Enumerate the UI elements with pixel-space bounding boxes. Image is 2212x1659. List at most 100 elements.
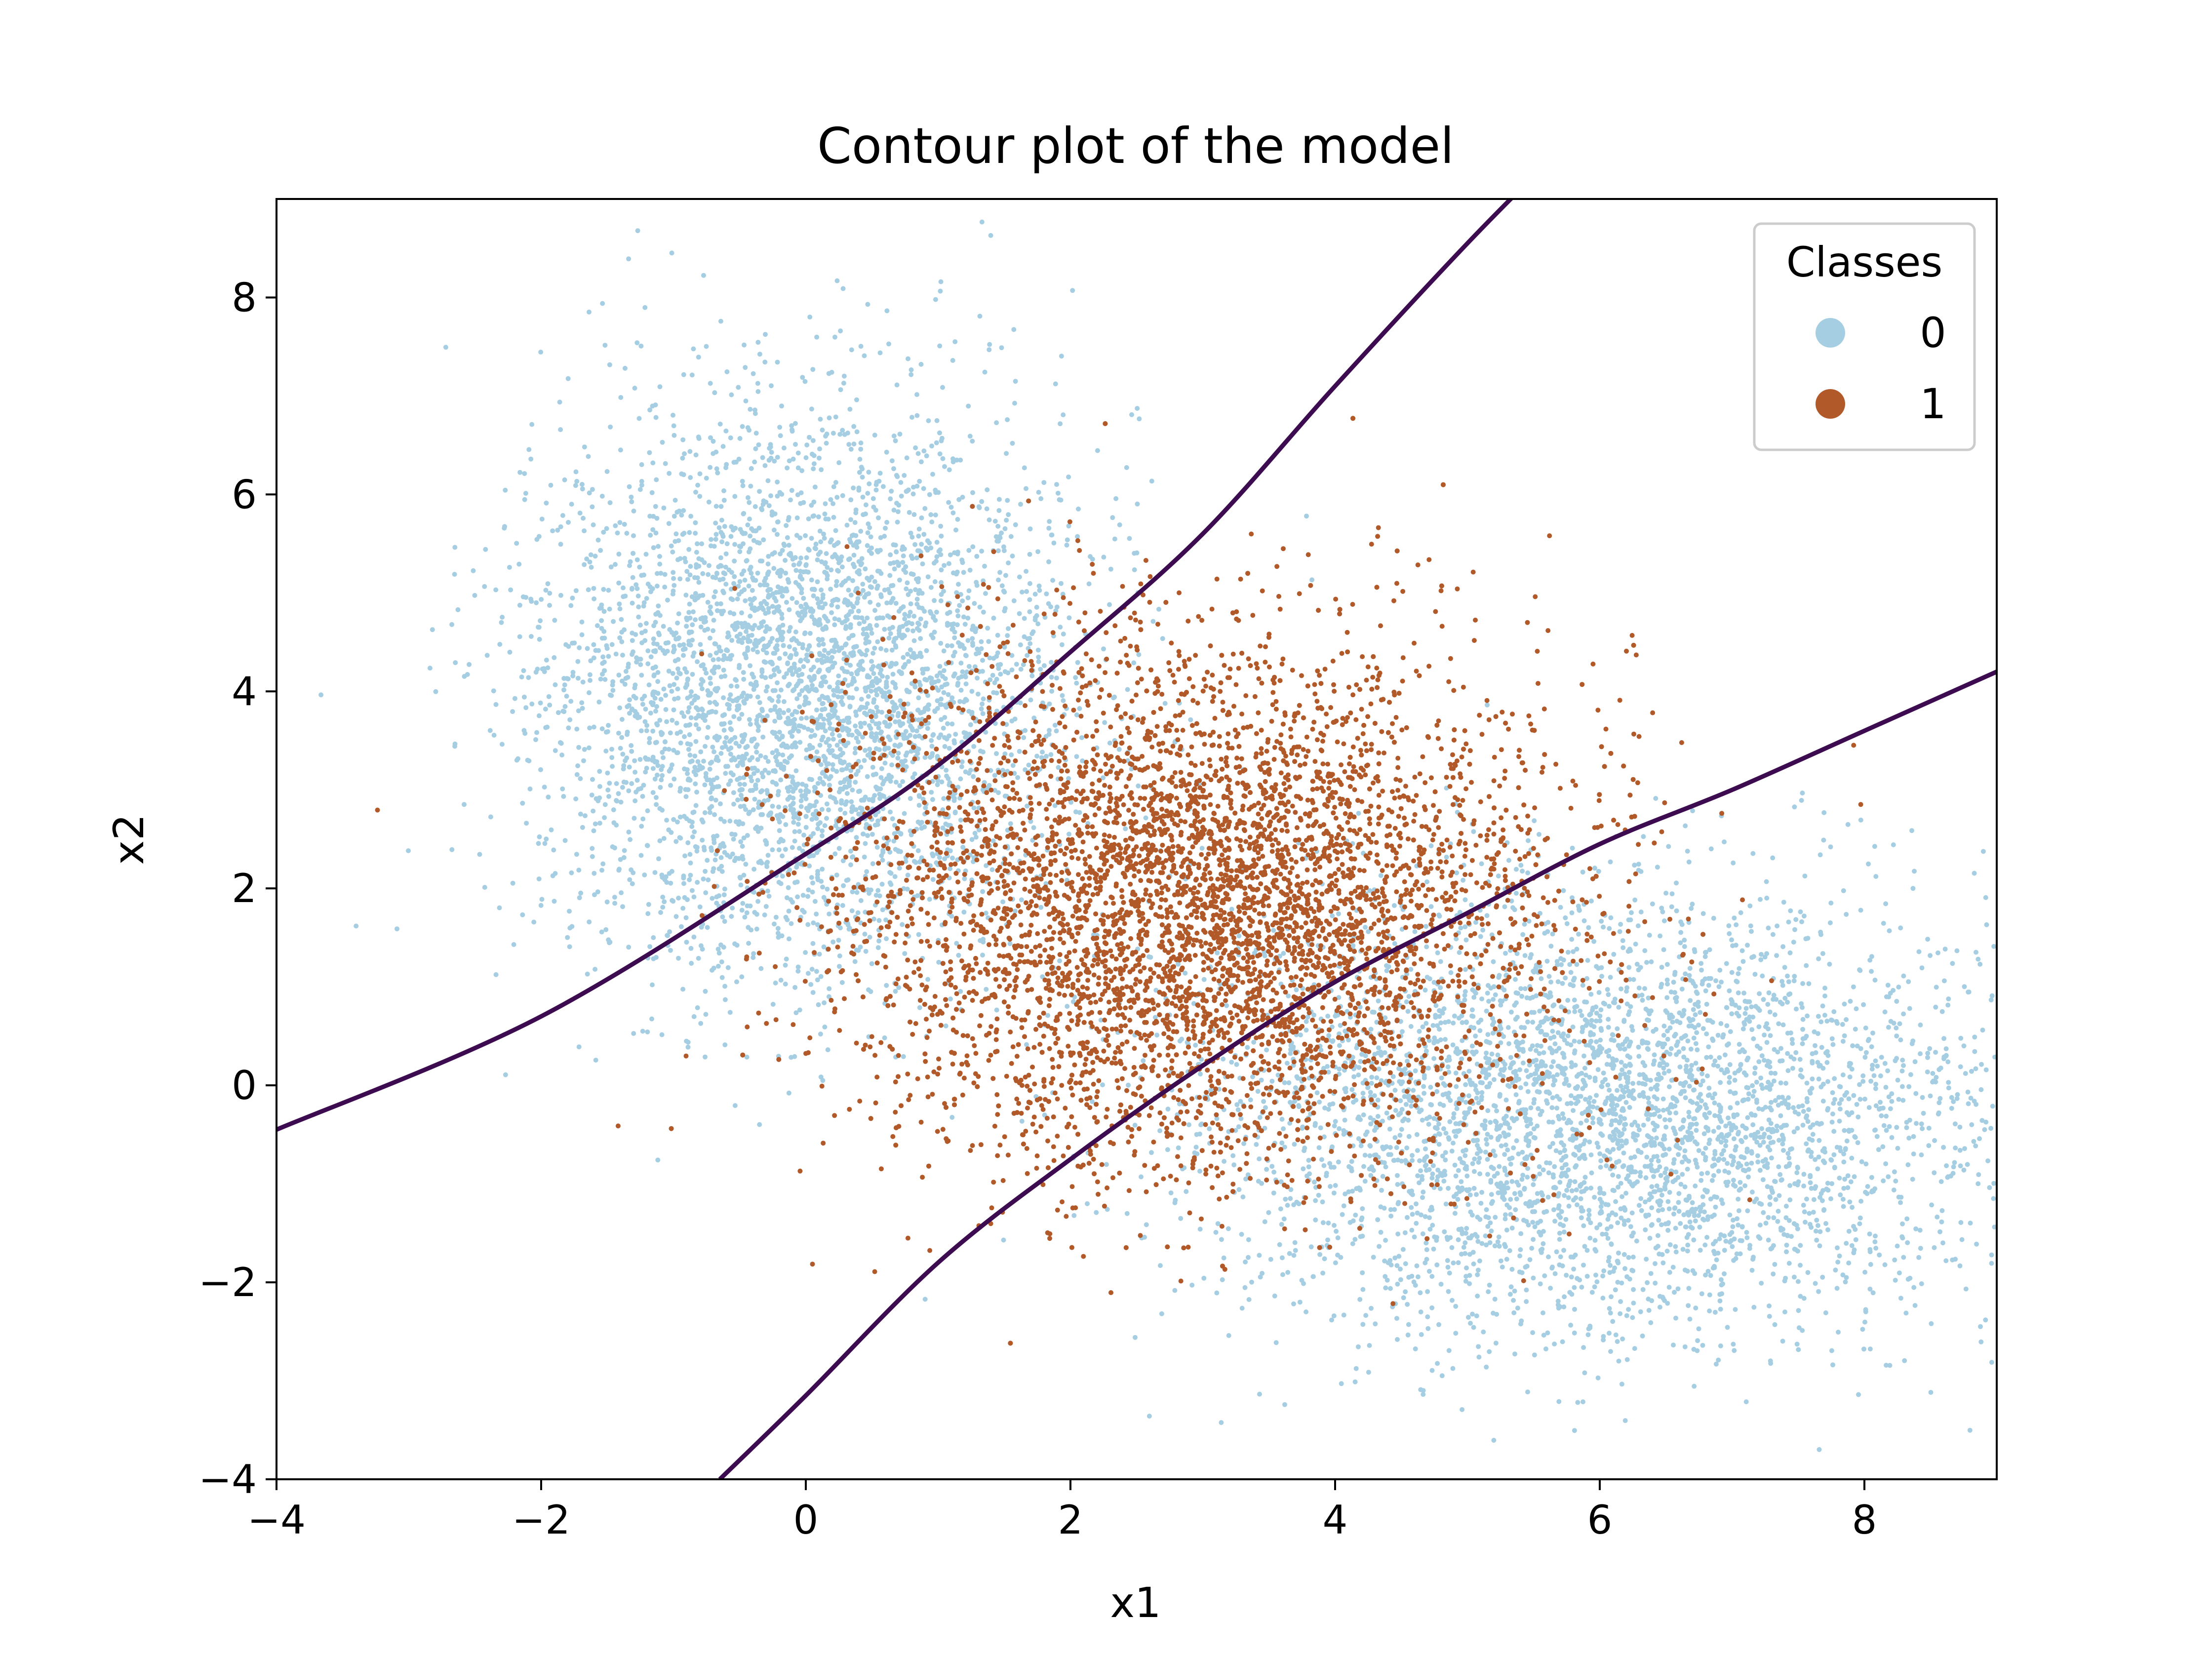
- scatter-point: [678, 924, 684, 929]
- scatter-point: [627, 484, 632, 489]
- scatter-point: [788, 552, 793, 557]
- scatter-point: [1086, 581, 1092, 587]
- scatter-point: [616, 730, 621, 736]
- scatter-point: [748, 546, 753, 552]
- scatter-point: [759, 788, 765, 793]
- scatter-point: [1010, 553, 1015, 559]
- scatter-point: [685, 897, 690, 902]
- scatter-point: [771, 527, 777, 533]
- scatter-point: [927, 754, 933, 760]
- scatter-point: [517, 470, 523, 475]
- scatter-point: [574, 478, 580, 484]
- scatter-point: [894, 382, 900, 388]
- scatter-point: [663, 707, 669, 712]
- scatter-point: [768, 708, 773, 713]
- scatter-point: [734, 633, 740, 639]
- scatter-point: [1674, 880, 1679, 886]
- scatter-point: [832, 851, 838, 857]
- scatter-point: [723, 428, 729, 434]
- scatter-point: [849, 609, 855, 614]
- scatter-point: [1546, 1170, 1551, 1176]
- scatter-point: [909, 534, 915, 540]
- scatter-point: [1457, 950, 1462, 955]
- scatter-point: [816, 636, 821, 642]
- scatter-point: [981, 609, 986, 615]
- scatter-point: [908, 553, 914, 558]
- scatter-point: [694, 790, 700, 795]
- scatter-point: [708, 691, 713, 696]
- scatter-point: [862, 720, 868, 726]
- scatter-point: [1243, 1176, 1249, 1182]
- scatter-point: [684, 681, 690, 687]
- scatter-point: [665, 597, 670, 603]
- scatter-point: [566, 519, 571, 525]
- scatter-point: [868, 534, 873, 540]
- scatter-point: [906, 356, 910, 361]
- scatter-point: [605, 729, 610, 734]
- scatter-point: [981, 750, 986, 754]
- scatter-point: [542, 785, 547, 790]
- scatter-point: [824, 816, 829, 821]
- scatter-point: [547, 603, 552, 608]
- scatter-point: [1508, 1197, 1513, 1202]
- scatter-point: [689, 372, 695, 378]
- scatter-point: [1832, 1164, 1837, 1170]
- scatter-point: [732, 627, 738, 632]
- scatter-point: [737, 782, 743, 787]
- scatter-point: [587, 919, 592, 925]
- scatter-point: [701, 662, 706, 668]
- scatter-point: [809, 503, 814, 508]
- scatter-point: [597, 784, 602, 789]
- scatter-point: [765, 588, 771, 593]
- scatter-point: [803, 562, 809, 567]
- scatter-point: [1320, 1220, 1326, 1225]
- scatter-point: [1010, 763, 1016, 768]
- scatter-point: [849, 533, 855, 538]
- scatter-point: [949, 913, 954, 919]
- scatter-point: [801, 664, 806, 670]
- scatter-point: [919, 542, 924, 547]
- scatter-point: [638, 728, 644, 734]
- scatter-point: [877, 569, 882, 574]
- scatter-point: [1224, 1003, 1229, 1008]
- scatter-point: [970, 438, 975, 444]
- scatter-point: [639, 482, 644, 488]
- scatter-point: [743, 598, 748, 603]
- scatter-point: [873, 893, 879, 898]
- scatter-point: [1792, 927, 1797, 932]
- scatter-point: [636, 604, 641, 610]
- scatter-point: [1798, 1067, 1804, 1072]
- scatter-point: [784, 895, 790, 901]
- scatter-point: [879, 853, 884, 858]
- scatter-point: [983, 910, 988, 916]
- scatter-point: [1027, 526, 1033, 532]
- scatter-point: [648, 654, 654, 660]
- scatter-point: [807, 804, 813, 810]
- scatter-point: [695, 880, 700, 885]
- scatter-point: [917, 1005, 922, 1010]
- scatter-point: [1054, 728, 1059, 734]
- scatter-point: [865, 491, 870, 496]
- scatter-point: [503, 1072, 508, 1077]
- scatter-point: [1131, 660, 1137, 666]
- scatter-point: [539, 897, 545, 902]
- scatter-point: [619, 639, 625, 644]
- scatter-point: [558, 542, 563, 547]
- scatter-point: [674, 675, 679, 681]
- scatter-point: [998, 672, 1003, 677]
- scatter-point: [587, 490, 592, 496]
- scatter-point: [629, 781, 634, 786]
- scatter-point: [915, 451, 921, 456]
- scatter-point: [1978, 1339, 1984, 1344]
- scatter-point: [602, 802, 608, 807]
- scatter-point: [834, 554, 839, 559]
- scatter-point: [931, 732, 936, 737]
- scatter-point: [803, 825, 809, 830]
- scatter-point: [741, 568, 747, 574]
- scatter-point: [872, 645, 877, 651]
- scatter-point: [792, 717, 797, 722]
- scatter-point: [952, 671, 957, 676]
- scatter-point: [835, 679, 841, 685]
- scatter-point: [775, 455, 780, 460]
- scatter-point: [777, 656, 782, 661]
